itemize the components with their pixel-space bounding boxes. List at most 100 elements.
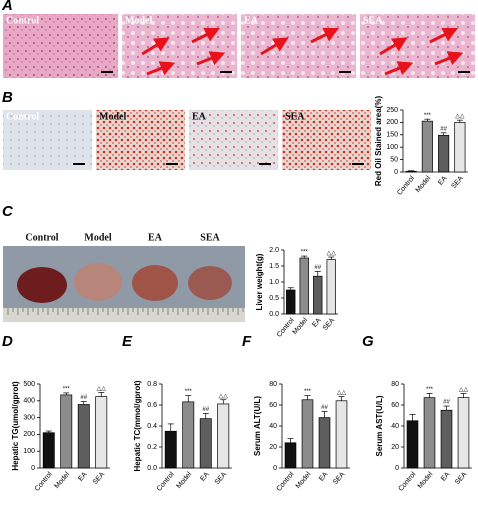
image-label: Model bbox=[125, 15, 152, 26]
arrow bbox=[310, 27, 340, 44]
significance: △△ bbox=[337, 390, 347, 396]
oil-red-image bbox=[282, 110, 371, 170]
y-tick-label: 150 bbox=[386, 132, 398, 139]
bar bbox=[421, 120, 433, 173]
oil-red-image bbox=[3, 110, 92, 170]
bar bbox=[182, 401, 195, 469]
significance: △△ bbox=[327, 251, 337, 257]
liver bbox=[188, 266, 232, 300]
y-tick-label: 80 bbox=[391, 381, 399, 388]
x-tick-label: EA bbox=[199, 471, 211, 483]
image-label: EA bbox=[244, 15, 259, 26]
significance: △△ bbox=[97, 386, 107, 392]
y-axis-label: Serum ALT(U/L) bbox=[253, 396, 262, 456]
bar bbox=[286, 289, 296, 315]
histology-image bbox=[3, 14, 118, 78]
y-tick-label: 500 bbox=[23, 381, 35, 388]
x-tick-label: Model bbox=[54, 471, 72, 490]
y-tick-label: 0 bbox=[395, 465, 399, 472]
image-label: Control bbox=[25, 232, 58, 243]
y-axis-label: Hepatic TG(umol/gprot) bbox=[11, 381, 20, 471]
significance: *** bbox=[301, 250, 309, 256]
image-label: SEA bbox=[200, 232, 220, 243]
y-tick-label: 40 bbox=[269, 423, 277, 430]
panel-letter: D bbox=[2, 333, 13, 350]
y-tick-label: 100 bbox=[23, 448, 35, 455]
significance: ## bbox=[440, 126, 447, 132]
panel-letter: F bbox=[242, 333, 252, 350]
x-tick-label: Model bbox=[415, 175, 433, 194]
image-label: Model bbox=[84, 232, 111, 243]
x-tick-label: Model bbox=[417, 471, 435, 490]
arrow bbox=[141, 37, 170, 56]
arrow bbox=[196, 51, 226, 66]
arrow bbox=[434, 51, 464, 66]
x-tick-label: Control bbox=[156, 471, 176, 493]
y-tick-label: 0.2 bbox=[147, 444, 157, 451]
y-tick-label: 60 bbox=[269, 402, 277, 409]
bar bbox=[335, 400, 348, 469]
arrow bbox=[191, 27, 221, 44]
arrow bbox=[429, 27, 459, 44]
image-label: SEA bbox=[285, 111, 305, 122]
bar-chart: 0.0 0.2 0.4 0.6 0.8 Hepatic TC(mmol/gprot) Con… bbox=[133, 380, 232, 493]
y-tick-label: 60 bbox=[391, 402, 399, 409]
x-tick-label: Control bbox=[398, 471, 418, 493]
x-tick-label: SEA bbox=[450, 175, 465, 190]
panel-letter: E bbox=[122, 333, 133, 350]
y-axis-label: Red Oil Stained area(%) bbox=[374, 96, 383, 187]
bar bbox=[284, 442, 297, 469]
panel-letter: B bbox=[2, 89, 13, 106]
x-tick-label: EA bbox=[318, 471, 330, 483]
oil-red-image bbox=[96, 110, 185, 170]
liver bbox=[17, 267, 67, 303]
bar bbox=[299, 257, 309, 315]
y-tick-label: 0 bbox=[31, 465, 35, 472]
significance: *** bbox=[304, 389, 312, 395]
significance: ## bbox=[314, 265, 321, 271]
y-tick-label: 0.0 bbox=[269, 311, 279, 318]
y-tick-label: 40 bbox=[391, 423, 399, 430]
y-tick-label: 50 bbox=[390, 156, 398, 163]
y-tick-label: 400 bbox=[23, 398, 35, 405]
y-tick-label: 0 bbox=[394, 169, 398, 176]
image-label: SEA bbox=[363, 15, 383, 26]
image-label: Control bbox=[6, 15, 39, 26]
bar bbox=[438, 134, 450, 173]
image-label: EA bbox=[192, 111, 207, 122]
significance: *** bbox=[426, 387, 434, 393]
x-tick-label: Control bbox=[276, 471, 296, 493]
bar bbox=[313, 275, 323, 315]
x-tick-label: SEA bbox=[454, 471, 469, 486]
bar bbox=[95, 396, 108, 469]
oil-red-image bbox=[189, 110, 278, 170]
x-tick-label: Model bbox=[292, 317, 310, 336]
y-tick-label: 20 bbox=[391, 444, 399, 451]
histology-image bbox=[360, 14, 475, 78]
significance: △△ bbox=[219, 393, 229, 399]
x-tick-label: EA bbox=[437, 175, 449, 187]
y-tick-label: 1.5 bbox=[269, 263, 279, 270]
arrow bbox=[146, 61, 176, 76]
y-tick-label: 0.5 bbox=[269, 295, 279, 302]
bar bbox=[60, 394, 73, 469]
histology-image bbox=[241, 14, 356, 78]
x-tick-label: SEA bbox=[92, 471, 107, 486]
x-tick-label: SEA bbox=[322, 317, 337, 332]
arrow bbox=[260, 37, 289, 56]
x-tick-label: Model bbox=[295, 471, 313, 490]
x-tick-label: Control bbox=[276, 317, 296, 339]
bar bbox=[77, 404, 90, 469]
image-label: Control bbox=[6, 111, 39, 122]
significance: ## bbox=[202, 407, 209, 413]
panel-letter: G bbox=[362, 333, 374, 350]
panel-letter: C bbox=[2, 203, 14, 220]
y-tick-label: 0.6 bbox=[147, 402, 157, 409]
bar bbox=[199, 418, 212, 469]
x-tick-label: SEA bbox=[332, 471, 347, 486]
y-tick-label: 250 bbox=[386, 107, 398, 114]
arrow bbox=[384, 61, 414, 76]
